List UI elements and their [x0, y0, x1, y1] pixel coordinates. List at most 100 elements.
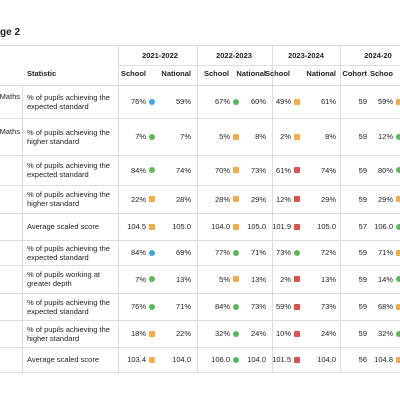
status-icon [149, 98, 155, 105]
cell-value: 77% [214, 248, 230, 257]
cell-value: 59% [377, 97, 393, 106]
cell-value: 104.8 [374, 355, 393, 364]
cell-value: 76% [130, 302, 146, 311]
cell-value: 59 [358, 97, 367, 106]
status-icon [233, 167, 239, 173]
statistic-label: % of pupils achieving the expected stand… [27, 92, 110, 111]
status-icon [149, 356, 155, 363]
cell-value: 28% [214, 194, 230, 204]
sub-header: National [161, 69, 191, 78]
cell-value: 80% [377, 165, 393, 175]
status-icon [233, 223, 239, 230]
cell-value: 12% [275, 194, 291, 204]
sub-header: School [203, 69, 229, 78]
year-header: 2023-2024 [288, 51, 324, 60]
cell-value: 71% [175, 302, 191, 311]
status-icon [149, 223, 155, 230]
status-icon [396, 356, 400, 363]
cell-value: 70% [214, 165, 230, 175]
cell-value: 106.0 [374, 222, 393, 231]
statistic-label: Average scaled score [27, 355, 99, 364]
year-header: 2021-2022 [142, 51, 178, 60]
sub-header: School [120, 69, 146, 78]
statistic-label: % of pupils working at greater depth [27, 270, 100, 288]
cell-value: 105.0 [172, 222, 191, 231]
cell-value: 32% [377, 329, 393, 338]
row-line [0, 118, 400, 119]
header-line [118, 65, 400, 66]
statistic-header: Statistic [27, 69, 57, 78]
status-icon [396, 167, 400, 173]
status-icon [149, 196, 155, 202]
row-line [0, 320, 400, 321]
cell-value: 2% [280, 132, 291, 141]
cell-value: 106.0 [211, 355, 230, 364]
column-line [197, 45, 198, 372]
row-line [0, 347, 400, 348]
cell-value: 84% [130, 165, 146, 175]
cell-value: 49% [275, 97, 291, 106]
cell-value: 7% [180, 132, 191, 141]
cell-value: 13% [250, 274, 266, 284]
cell-value: 59 [358, 194, 367, 204]
status-icon [233, 196, 239, 202]
sub-header: Schoo [370, 69, 393, 78]
cell-value: 104.0 [172, 355, 191, 364]
cell-value: 59% [175, 97, 191, 106]
status-icon [396, 330, 400, 337]
cell-value: 18% [130, 329, 146, 338]
cell-value: 104.5 [127, 222, 146, 231]
cell-value: 105.0 [317, 222, 336, 231]
cell-value: 29% [320, 194, 336, 204]
status-icon [294, 303, 300, 310]
cell-value: 104.0 [247, 355, 266, 364]
cell-value: 61% [320, 97, 336, 106]
status-icon [149, 330, 155, 337]
cell-value: 73% [250, 302, 266, 311]
statistic-label: % of pupils achieving the expected stand… [27, 161, 110, 179]
cell-value: 59 [358, 165, 367, 175]
cell-value: 103.4 [127, 355, 146, 364]
cell-value: 74% [175, 165, 191, 175]
cell-value: 7% [135, 274, 146, 284]
status-icon [294, 276, 300, 282]
cell-value: 13% [320, 274, 336, 284]
cell-value: 5% [219, 274, 230, 284]
cell-value: 13% [175, 274, 191, 284]
cell-value: 104.0 [211, 222, 230, 231]
cell-value: 76% [130, 97, 146, 106]
status-icon [233, 98, 239, 105]
row-line [0, 185, 400, 186]
cell-value: 72% [320, 248, 336, 257]
page-title: ge 2 [0, 27, 21, 38]
cell-value: 7% [135, 132, 146, 141]
row-line [0, 293, 400, 294]
statistic-label: % of pupils achieving the higher standar… [27, 127, 110, 146]
cell-value: 104.0 [317, 355, 336, 364]
cell-value: 22% [175, 329, 191, 338]
status-icon [396, 249, 400, 256]
cell-value: 10% [275, 329, 291, 338]
status-icon [396, 276, 400, 282]
row-line [0, 155, 400, 156]
cell-value: 28% [175, 194, 191, 204]
group-label: Maths [0, 126, 20, 136]
cell-value: 71% [377, 248, 393, 257]
cell-value: 59 [358, 274, 367, 284]
status-icon [233, 249, 239, 256]
cell-value: 29% [250, 194, 266, 204]
row-line [0, 372, 400, 373]
cell-value: 67% [214, 97, 230, 106]
cell-value: 12% [377, 132, 393, 141]
cell-value: 24% [250, 329, 266, 338]
cell-value: 5% [219, 132, 230, 141]
cell-value: 56 [358, 355, 367, 364]
cell-value: 59 [358, 248, 367, 257]
status-icon [233, 276, 239, 282]
status-icon [294, 196, 300, 202]
sub-header: School [264, 69, 290, 78]
cell-value: 74% [320, 165, 336, 175]
status-icon [396, 303, 400, 310]
cell-value: 24% [320, 329, 336, 338]
status-icon [149, 133, 155, 140]
